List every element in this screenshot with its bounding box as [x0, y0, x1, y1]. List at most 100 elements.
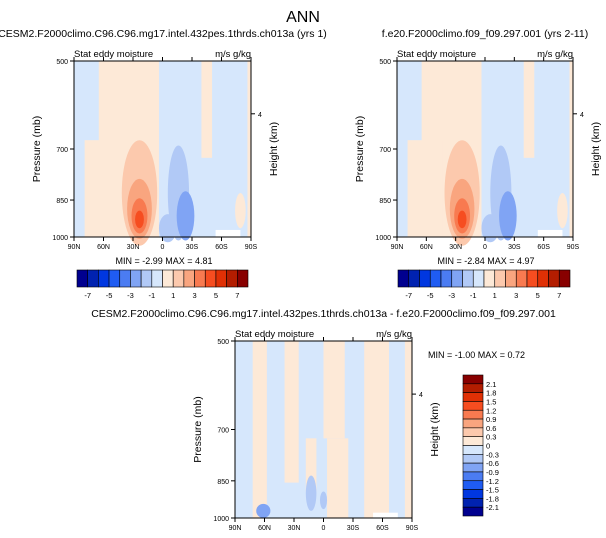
- colorbar-label: 0.9: [486, 415, 496, 424]
- colorbar-label: 7: [235, 291, 239, 300]
- colorbar-swatch: [183, 269, 195, 288]
- contour-region: [215, 229, 241, 237]
- panel-title: CESM2.F2000climo.C96.C96.mg17.intel.432p…: [91, 308, 556, 320]
- colorbar-swatch: [548, 269, 560, 288]
- variable-label: Stat eddy moisture: [397, 49, 476, 60]
- y2-axis-label: Height (km): [429, 402, 441, 456]
- colorbar-label: 7: [557, 291, 561, 300]
- contour-region: [305, 438, 317, 492]
- colorbar: -7 -5 -3 -1 1 3 5 7 MIN = -2.84 MAX = 4.97: [397, 256, 571, 300]
- colorbar-label: 3: [514, 291, 518, 300]
- colorbar-swatch: [172, 269, 185, 288]
- colorbar-swatch: [140, 269, 153, 288]
- colorbar-swatch: [462, 445, 484, 455]
- colorbar-label: -1: [470, 291, 477, 300]
- colorbar-swatch: [462, 269, 474, 288]
- x-tick-label: 60N: [97, 244, 110, 251]
- contour-region: [247, 61, 251, 237]
- x-tick-label: 30N: [127, 244, 140, 251]
- colorbar-swatch: [472, 269, 485, 288]
- contour-region: [235, 193, 246, 229]
- colorbar-swatch: [419, 269, 431, 288]
- x-tick-label: 60S: [215, 244, 228, 251]
- colorbar-label: 1: [171, 291, 175, 300]
- min-max-stats: MIN = -2.99 MAX = 4.81: [115, 256, 212, 266]
- contour-region: [364, 341, 389, 518]
- contour-region: [84, 140, 121, 237]
- colorbar-swatch: [462, 471, 484, 482]
- colorbar-label: 1: [493, 291, 497, 300]
- y-tick-label: 500: [56, 59, 68, 66]
- x-tick-label: 90S: [567, 244, 580, 251]
- contour-region: [557, 193, 568, 229]
- x-tick-label: 30S: [508, 244, 521, 251]
- contour-region: [158, 214, 177, 243]
- colorbar-swatch: [483, 269, 496, 288]
- y-tick-label: 1000: [213, 516, 229, 523]
- colorbar-swatch: [462, 401, 484, 411]
- colorbar-swatch: [408, 269, 420, 288]
- y2-tick-label: 4: [580, 112, 584, 119]
- colorbar-label: -0.3: [486, 450, 499, 459]
- contour-region: [569, 61, 573, 237]
- y2-axis-label: Height (km): [268, 122, 280, 176]
- panel-test: CESM2.F2000climo.C96.C96.mg17.intel.432p…: [0, 28, 327, 251]
- colorbar-swatch: [462, 498, 484, 508]
- colorbar-swatch: [215, 269, 227, 288]
- colorbar-label: 5: [214, 291, 218, 300]
- x-tick-label: 0: [322, 525, 326, 532]
- y-tick-label: 700: [379, 147, 391, 154]
- colorbar-label: -1.2: [486, 477, 499, 486]
- colorbar: -7 -5 -3 -1 1 3 5 7 MIN = -2.99 MAX = 4.81: [76, 256, 249, 300]
- y2-tick-label: 4: [419, 392, 423, 399]
- x-tick-label: 30N: [449, 244, 462, 251]
- colorbar-label: 5: [536, 291, 540, 300]
- colorbar-swatch: [515, 269, 528, 288]
- contour-region: [407, 140, 443, 237]
- colorbar-swatch: [98, 269, 110, 288]
- colorbar-swatch: [462, 383, 484, 393]
- colorbar-swatch: [204, 269, 217, 288]
- colorbar-swatch: [462, 409, 484, 420]
- y-tick-label: 500: [379, 59, 391, 66]
- colorbar-swatch: [397, 269, 410, 288]
- contour-region: [135, 210, 144, 229]
- x-tick-label: 30S: [347, 525, 360, 532]
- colorbar-label: -5: [427, 291, 434, 300]
- contour-region: [499, 191, 517, 241]
- colorbar-swatch: [462, 418, 484, 429]
- units-label: m/s g/kg: [537, 49, 573, 60]
- x-tick-label: 60S: [376, 525, 389, 532]
- y-tick-label: 1000: [52, 235, 68, 242]
- contour-region: [252, 341, 267, 518]
- panel-title: CESM2.F2000climo.C96.C96.mg17.intel.432p…: [0, 28, 327, 40]
- colorbar-label: 0: [486, 442, 490, 451]
- y-axis-label: Pressure (mb): [354, 116, 366, 183]
- colorbar-label: 0.3: [486, 433, 496, 442]
- x-tick-label: 60N: [258, 525, 271, 532]
- contour-region: [404, 341, 412, 518]
- units-label: m/s g/kg: [376, 329, 412, 340]
- colorbar-swatch: [226, 269, 238, 288]
- colorbar-label: 2.1: [486, 380, 496, 389]
- y-tick-label: 850: [379, 198, 391, 205]
- variable-label: Stat eddy moisture: [235, 329, 314, 340]
- colorbar-swatch: [462, 462, 484, 473]
- x-tick-label: 30N: [288, 525, 301, 532]
- contour-region: [176, 191, 195, 241]
- x-tick-label: 90N: [391, 244, 404, 251]
- colorbar-label: -5: [106, 291, 113, 300]
- contour-region: [256, 503, 271, 518]
- variable-label: Stat eddy moisture: [74, 49, 153, 60]
- colorbar-swatch: [451, 269, 463, 288]
- y-tick-label: 700: [217, 428, 229, 435]
- colorbar-label: -7: [84, 291, 91, 300]
- colorbar-label: 0.6: [486, 424, 496, 433]
- x-tick-label: 90S: [406, 525, 419, 532]
- colorbar-swatch: [462, 454, 484, 464]
- colorbar-swatch: [162, 269, 174, 288]
- y-tick-label: 1000: [375, 235, 391, 242]
- colorbar-swatch: [130, 269, 142, 288]
- colorbar-swatch: [462, 392, 484, 402]
